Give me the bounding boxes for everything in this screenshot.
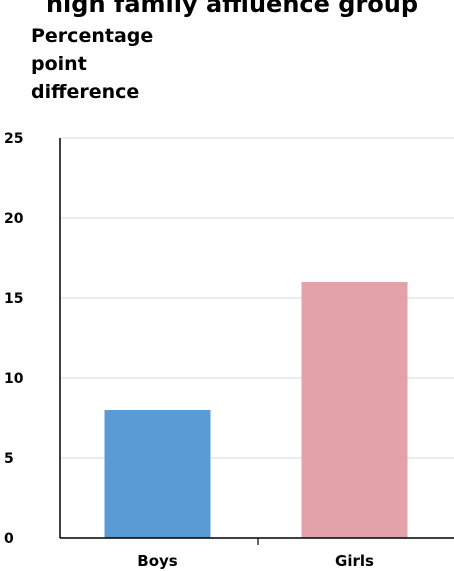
chart-title: high family affluence group [46,0,418,18]
bar-boys [104,410,211,538]
y-tick-label: 0 [4,531,14,547]
y-tick-label: 5 [4,451,14,467]
y-axis-label-line-1: Percentage [31,25,153,47]
x-axis-labels: Boys Girls [137,552,374,570]
y-tick-label: 25 [4,131,23,147]
y-axis-label-line-3: difference [31,81,139,103]
y-axis-ticks: 0 5 10 15 20 25 [4,131,24,547]
y-axis-label-line-2: point [31,53,87,75]
x-category-label: Girls [335,552,374,570]
y-tick-label: 10 [4,371,24,387]
y-tick-label: 15 [4,291,23,307]
x-category-label: Boys [137,552,178,570]
bar-girls [301,282,408,538]
bars [104,282,408,538]
y-tick-label: 20 [4,211,24,227]
